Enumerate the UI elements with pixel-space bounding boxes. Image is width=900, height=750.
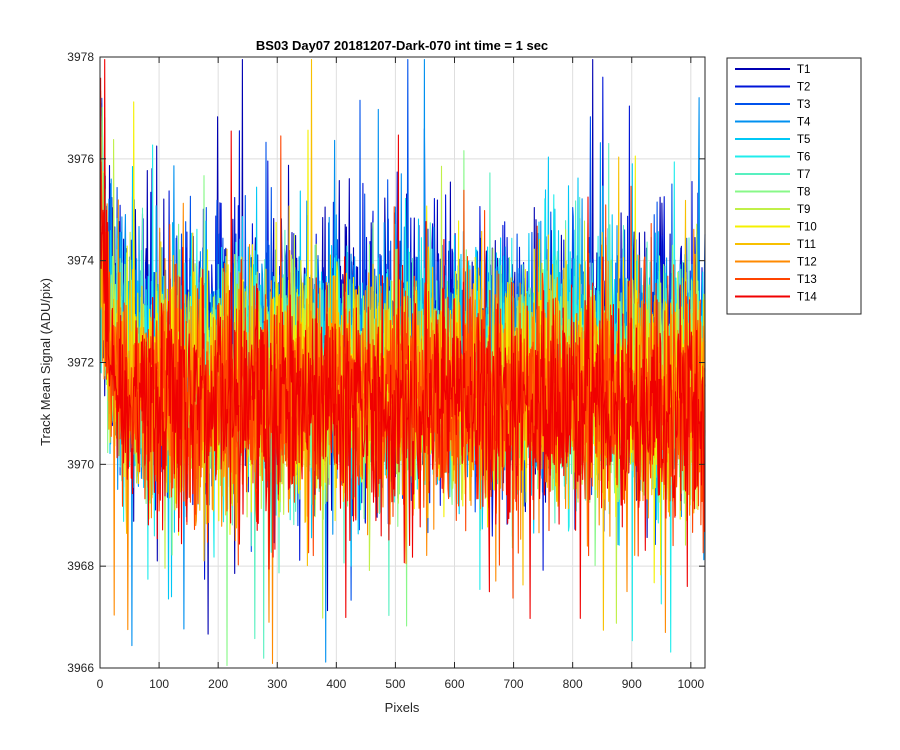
legend-label: T12 — [797, 257, 817, 269]
legend-label: T10 — [797, 222, 817, 234]
y-tick-label: 3966 — [67, 661, 94, 675]
x-tick-label: 700 — [504, 677, 524, 691]
x-axis-label: Pixels — [385, 700, 420, 715]
axes: 0 100 200 300 400 500 600 700 800 900 1000 3966 3968… — [67, 50, 706, 691]
x-tick-label: 200 — [208, 677, 228, 691]
x-tick-label: 0 — [97, 677, 104, 691]
legend-box — [726, 57, 862, 315]
x-tick-label: 800 — [563, 677, 583, 691]
series-line-t13 — [100, 135, 706, 599]
legend-label: T6 — [797, 152, 810, 164]
legend-label: T5 — [797, 134, 810, 146]
y-tick-label: 3974 — [67, 254, 94, 268]
x-tick-label: 400 — [326, 677, 346, 691]
chart-title: BS03 Day07 20181207-Dark-070 int time = … — [256, 38, 548, 53]
legend-label: T8 — [797, 187, 810, 199]
legend-label: T7 — [797, 169, 810, 181]
legend-label: T9 — [797, 204, 810, 216]
legend-label: T11 — [797, 239, 816, 251]
legend-label: T1 — [797, 64, 810, 76]
y-tick-label: 3972 — [67, 356, 94, 370]
series-line-t14 — [100, 58, 706, 620]
legend-label: T14 — [797, 292, 817, 304]
x-tick-label: 500 — [385, 677, 405, 691]
legend-label: T4 — [797, 117, 811, 129]
y-axis-label: Track Mean Signal (ADU/pix) — [38, 278, 53, 446]
y-tick-label: 3968 — [67, 559, 94, 573]
x-tick-label: 900 — [622, 677, 642, 691]
x-tick-label: 300 — [267, 677, 287, 691]
legend-label: T3 — [797, 99, 810, 111]
legend-label: T13 — [797, 274, 817, 286]
y-tick-label: 3978 — [67, 50, 94, 64]
ticks: 0 100 200 300 400 500 600 700 800 900 1000 3966 3968… — [67, 50, 705, 691]
x-tick-label: 1000 — [677, 677, 704, 691]
x-tick-label: 100 — [149, 677, 169, 691]
y-tick-label: 3970 — [67, 457, 94, 471]
x-tick-label: 600 — [444, 677, 464, 691]
y-tick-label: 3976 — [67, 152, 94, 166]
legend: T1 T2 T3 T4 T5 T6 T7 T8 T9 T10 T11 T12 T13 T14 — [726, 57, 862, 315]
legend-label: T2 — [797, 82, 810, 94]
series-layer — [100, 58, 706, 667]
